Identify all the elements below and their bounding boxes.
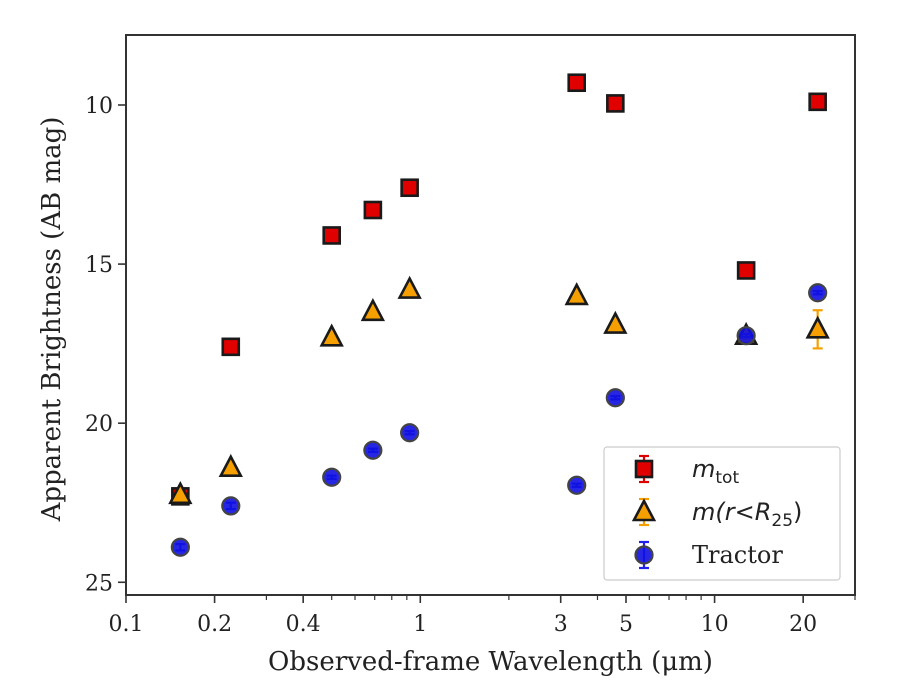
data-point <box>168 480 193 505</box>
legend: mtot m(r<R25) Tractor <box>603 446 841 581</box>
data-point <box>808 283 828 303</box>
x-tick-label: 0.1 <box>109 612 144 637</box>
axes: 0.1 0.2 0.4 1 3 5 10 20 10 15 20 25 <box>85 34 856 637</box>
legend-entry: mtot <box>634 454 739 488</box>
x-tick-label: 5 <box>619 612 633 637</box>
x-tick-label: 0.4 <box>286 612 321 637</box>
legend-entry: Tractor <box>634 540 783 570</box>
legend-label: Tractor <box>692 541 783 569</box>
legend-box <box>603 446 841 581</box>
data-point <box>322 467 342 487</box>
data-point <box>218 453 243 478</box>
data-point <box>170 537 190 557</box>
legend-marker <box>634 545 654 565</box>
y-tick-label: 25 <box>85 571 113 596</box>
x-tick-label: 10 <box>701 612 729 637</box>
data-point <box>805 315 830 339</box>
x-tick-label: 20 <box>789 612 817 637</box>
data-point <box>221 337 241 357</box>
data-point <box>736 326 756 346</box>
x-tick-label: 0.2 <box>197 612 232 637</box>
legend-label: mtot <box>692 455 739 488</box>
plot-area <box>168 73 830 557</box>
x-tick-label: 3 <box>554 612 568 637</box>
legend-marker <box>631 498 657 522</box>
data-point <box>319 323 344 347</box>
data-point <box>606 94 625 113</box>
data-point <box>603 310 628 334</box>
x-axis-label: Observed-frame Wavelength (μm) <box>268 647 713 677</box>
legend-label: m(r<R25) <box>692 498 802 531</box>
legend-marker <box>634 459 654 479</box>
data-point <box>397 275 422 299</box>
y-tick-label: 15 <box>85 253 113 278</box>
data-point <box>808 92 827 112</box>
series-0 <box>171 73 827 506</box>
data-point <box>400 178 419 198</box>
legend-entry: m(r<R25) <box>631 497 802 531</box>
x-tick-label: 1 <box>413 612 427 637</box>
y-tick-label: 10 <box>85 94 113 119</box>
data-point <box>322 226 342 245</box>
data-point <box>400 423 420 443</box>
y-tick-label: 20 <box>85 412 113 437</box>
series-2 <box>170 283 828 557</box>
data-point <box>360 298 386 322</box>
data-point <box>564 282 589 306</box>
data-point <box>605 388 625 408</box>
data-point <box>363 200 383 220</box>
data-point <box>567 73 587 93</box>
axes-frame <box>125 34 856 596</box>
y-axis-label: Apparent Brightness (AB mag) <box>37 117 67 523</box>
data-point <box>221 496 241 516</box>
data-point <box>567 475 587 495</box>
data-point <box>363 440 383 460</box>
data-point <box>736 261 756 280</box>
